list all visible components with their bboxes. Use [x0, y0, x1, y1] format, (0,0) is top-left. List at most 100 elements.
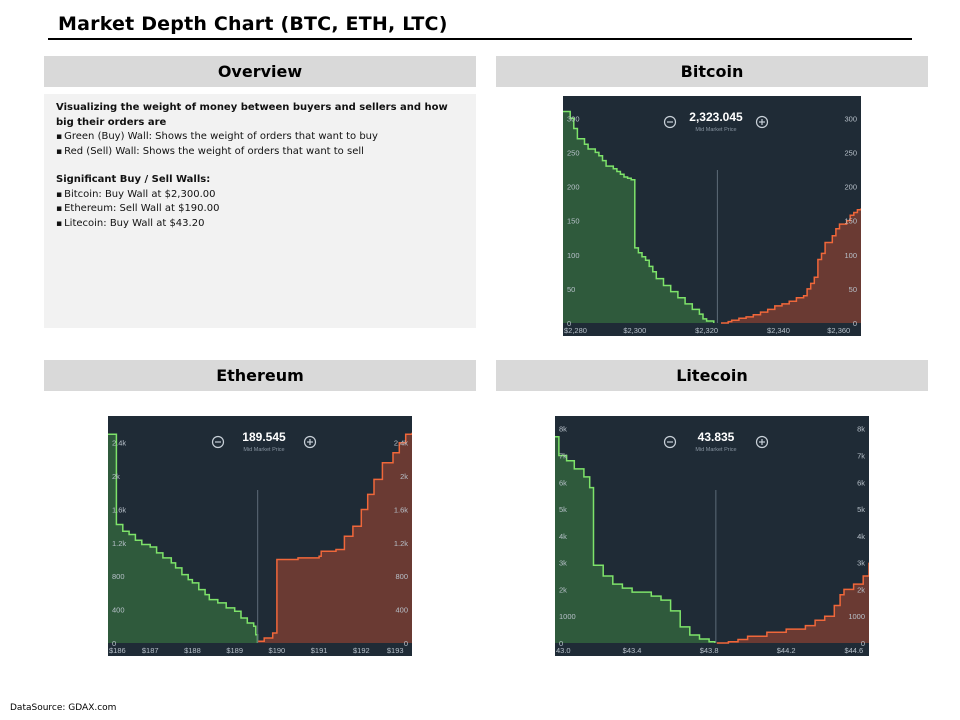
y-tick-label-right: 400 — [395, 606, 408, 615]
y-tick-label-right: 0 — [861, 639, 865, 648]
y-tick-label-right: 5k — [857, 505, 865, 514]
buy-wall-area — [555, 436, 715, 643]
x-tick-label: $43.8 — [700, 646, 719, 655]
buy-wall-line — [555, 435, 716, 643]
y-tick-label-right: 1000 — [848, 612, 865, 621]
ethereum-depth-chart: $186 $187 $188 $189 $190 $191 $192 $193 0 0 400 400… — [108, 416, 412, 656]
y-tick-label-right: 250 — [844, 148, 857, 157]
y-tick-label-left: 200 — [567, 183, 580, 192]
litecoin-depth-chart: 43.0 $43.4 $43.8 $44.2 $44.6 0 0 1000 1000 2k 2k 3k… — [555, 416, 869, 656]
y-tick-label-left: 250 — [567, 148, 580, 157]
zoom-out-icon[interactable] — [663, 435, 677, 449]
x-tick-label: $2,280 — [564, 326, 587, 335]
y-tick-label-left: 2k — [559, 585, 567, 594]
x-tick-label: $2,360 — [827, 326, 850, 335]
y-tick-label-left: 300 — [567, 114, 580, 123]
x-tick-label: $190 — [269, 646, 286, 655]
y-tick-label-left: 8k — [559, 425, 567, 434]
y-tick-label-left: 800 — [112, 572, 125, 581]
y-tick-label-right: 2k — [857, 585, 865, 594]
y-tick-label-right: 100 — [844, 251, 857, 260]
buy-wall-area — [108, 434, 258, 643]
y-tick-label-left: 7k — [559, 451, 567, 460]
y-tick-label-right: 7k — [857, 451, 865, 460]
wall-item-ethereum: Ethereum: Sell Wall at $190.00 — [56, 202, 464, 217]
buy-wall-line — [108, 433, 259, 643]
zoom-out-icon[interactable] — [211, 435, 225, 449]
y-tick-label-left: 5k — [559, 505, 567, 514]
y-tick-label-right: 50 — [849, 285, 857, 294]
y-tick-label-right: 4k — [857, 532, 865, 541]
y-tick-label-right: 2k — [400, 472, 408, 481]
y-tick-label-left: 2.4k — [112, 439, 126, 448]
section-header-ethereum: Ethereum — [44, 360, 476, 391]
sell-wall-line — [257, 432, 412, 643]
y-tick-label-left: 0 — [559, 639, 563, 648]
buy-wall-line — [563, 110, 715, 323]
y-tick-label-left: 3k — [559, 559, 567, 568]
overview-bullet-buy: Green (Buy) Wall: Shows the weight of or… — [56, 130, 464, 145]
section-header-litecoin: Litecoin — [496, 360, 928, 391]
y-tick-label-right: 3k — [857, 559, 865, 568]
y-tick-label-right: 8k — [857, 425, 865, 434]
x-tick-label: $187 — [142, 646, 159, 655]
sell-wall-line — [716, 562, 869, 644]
zoom-in-icon[interactable] — [755, 435, 769, 449]
x-tick-label: $44.6 — [844, 646, 863, 655]
sell-wall-area — [716, 562, 869, 643]
overview-bullet-sell: Red (Sell) Wall: Shows the weight of ord… — [56, 145, 464, 160]
x-tick-label: $43.4 — [623, 646, 642, 655]
zoom-out-icon[interactable] — [663, 115, 677, 129]
zoom-in-icon[interactable] — [303, 435, 317, 449]
sell-wall-area — [257, 432, 412, 643]
y-tick-label-left: 150 — [567, 217, 580, 226]
section-header-overview: Overview — [44, 56, 476, 87]
wall-item-bitcoin: Bitcoin: Buy Wall at $2,300.00 — [56, 188, 464, 203]
y-tick-label-left: 6k — [559, 478, 567, 487]
y-tick-label-left: 2k — [112, 472, 120, 481]
x-tick-label: $2,320 — [695, 326, 718, 335]
mid-market-price: 2,323.045 — [689, 110, 743, 124]
y-tick-label-right: 1.2k — [394, 539, 408, 548]
x-tick-label: $44.2 — [777, 646, 796, 655]
y-tick-label-right: 200 — [844, 183, 857, 192]
overview-panel: Visualizing the weight of money between … — [44, 94, 476, 328]
section-header-bitcoin: Bitcoin — [496, 56, 928, 87]
y-tick-label-left: 0 — [567, 319, 571, 328]
x-tick-label: $191 — [311, 646, 328, 655]
y-tick-label-right: 0 — [404, 639, 408, 648]
x-tick-label: $188 — [184, 646, 201, 655]
y-tick-label-right: 300 — [844, 114, 857, 123]
y-tick-label-right: 2.4k — [394, 439, 408, 448]
y-tick-label-right: 6k — [857, 478, 865, 487]
x-tick-label: $193 — [387, 646, 404, 655]
x-tick-label: $192 — [353, 646, 370, 655]
page-title: Market Depth Chart (BTC, ETH, LTC) — [58, 13, 448, 35]
y-tick-label-left: 50 — [567, 285, 575, 294]
bitcoin-depth-chart: $2,280 $2,300 $2,320 $2,340 $2,360 0 0 50 50 100 1… — [563, 96, 861, 336]
walls-heading: Significant Buy / Sell Walls: — [56, 174, 211, 185]
mid-market-price: 43.835 — [698, 430, 735, 444]
sell-wall-area — [721, 208, 861, 323]
data-source-note: DataSource: GDAX.com — [10, 703, 117, 713]
y-tick-label-left: 0 — [112, 639, 116, 648]
zoom-in-icon[interactable] — [755, 115, 769, 129]
x-tick-label: $2,340 — [767, 326, 790, 335]
title-divider — [48, 38, 912, 40]
y-tick-label-right: 1.6k — [394, 505, 408, 514]
x-tick-label: 43.0 — [556, 646, 571, 655]
y-tick-label-right: 800 — [395, 572, 408, 581]
y-tick-label-left: 400 — [112, 606, 125, 615]
x-tick-label: $189 — [226, 646, 243, 655]
mid-market-price-label: Mid Market Price — [695, 447, 736, 453]
x-tick-label: $186 — [109, 646, 126, 655]
mid-market-price: 189.545 — [242, 430, 286, 444]
y-tick-label-left: 4k — [559, 532, 567, 541]
buy-wall-area — [563, 111, 714, 323]
y-tick-label-right: 150 — [844, 217, 857, 226]
sell-wall-line — [721, 208, 861, 324]
mid-market-price-label: Mid Market Price — [695, 127, 736, 133]
x-tick-label: $2,300 — [623, 326, 646, 335]
